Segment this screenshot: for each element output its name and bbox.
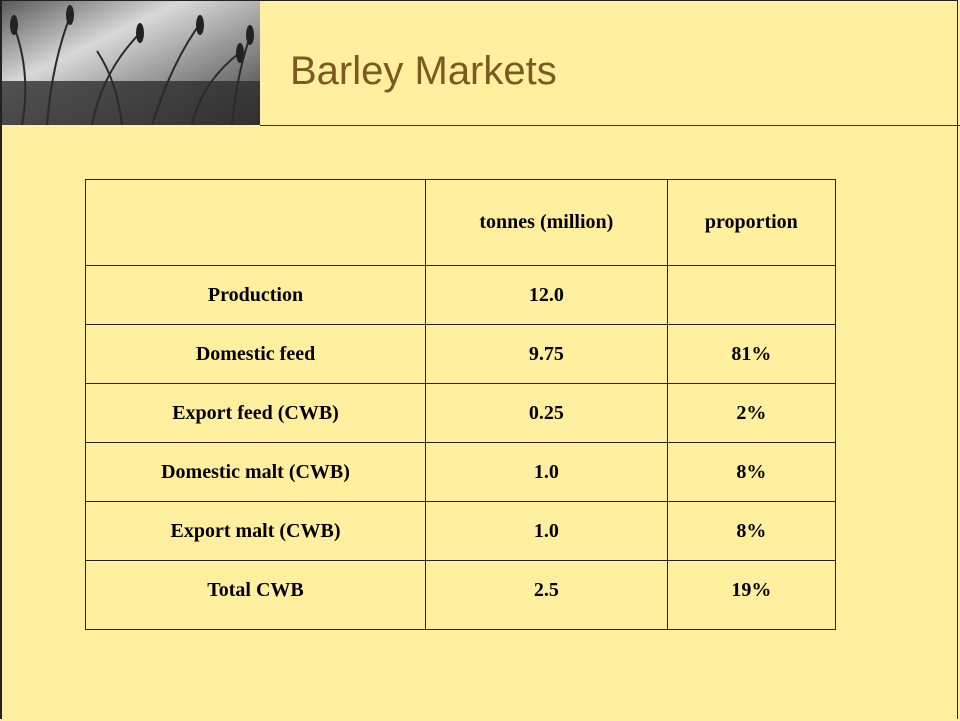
- table-cell: 8%: [667, 443, 835, 502]
- table-cell: 2%: [667, 384, 835, 443]
- column-header: proportion: [667, 180, 835, 266]
- header-image: [2, 1, 260, 125]
- table-cell: 12.0: [426, 266, 668, 325]
- row-label: Export feed (CWB): [86, 384, 426, 443]
- table-cell: 8%: [667, 502, 835, 561]
- table-cell: 19%: [667, 561, 835, 630]
- empty-cell: [667, 266, 835, 325]
- slide-title: Barley Markets: [290, 49, 557, 94]
- table-cell: 81%: [667, 325, 835, 384]
- row-label: Domestic feed: [86, 325, 426, 384]
- row-label: Domestic malt (CWB): [86, 443, 426, 502]
- table-cell: 9.75: [426, 325, 668, 384]
- row-label: Production: [86, 266, 426, 325]
- column-header: tonnes (million): [426, 180, 668, 266]
- corner-cell: [86, 180, 426, 266]
- table-cell: 1.0: [426, 443, 668, 502]
- table-cell: 0.25: [426, 384, 668, 443]
- row-label: Total CWB: [86, 561, 426, 630]
- table-cell: 1.0: [426, 502, 668, 561]
- header-rule: [260, 125, 960, 126]
- page: {"header": {"title": "Barley Markets"}, …: [0, 0, 960, 721]
- header-row: tonnes (million)proportion: [86, 180, 836, 266]
- table-cell: 2.5: [426, 561, 668, 630]
- slide: Barley Markets tonnes (million)proportio…: [0, 0, 958, 719]
- row-label: Export malt (CWB): [86, 502, 426, 561]
